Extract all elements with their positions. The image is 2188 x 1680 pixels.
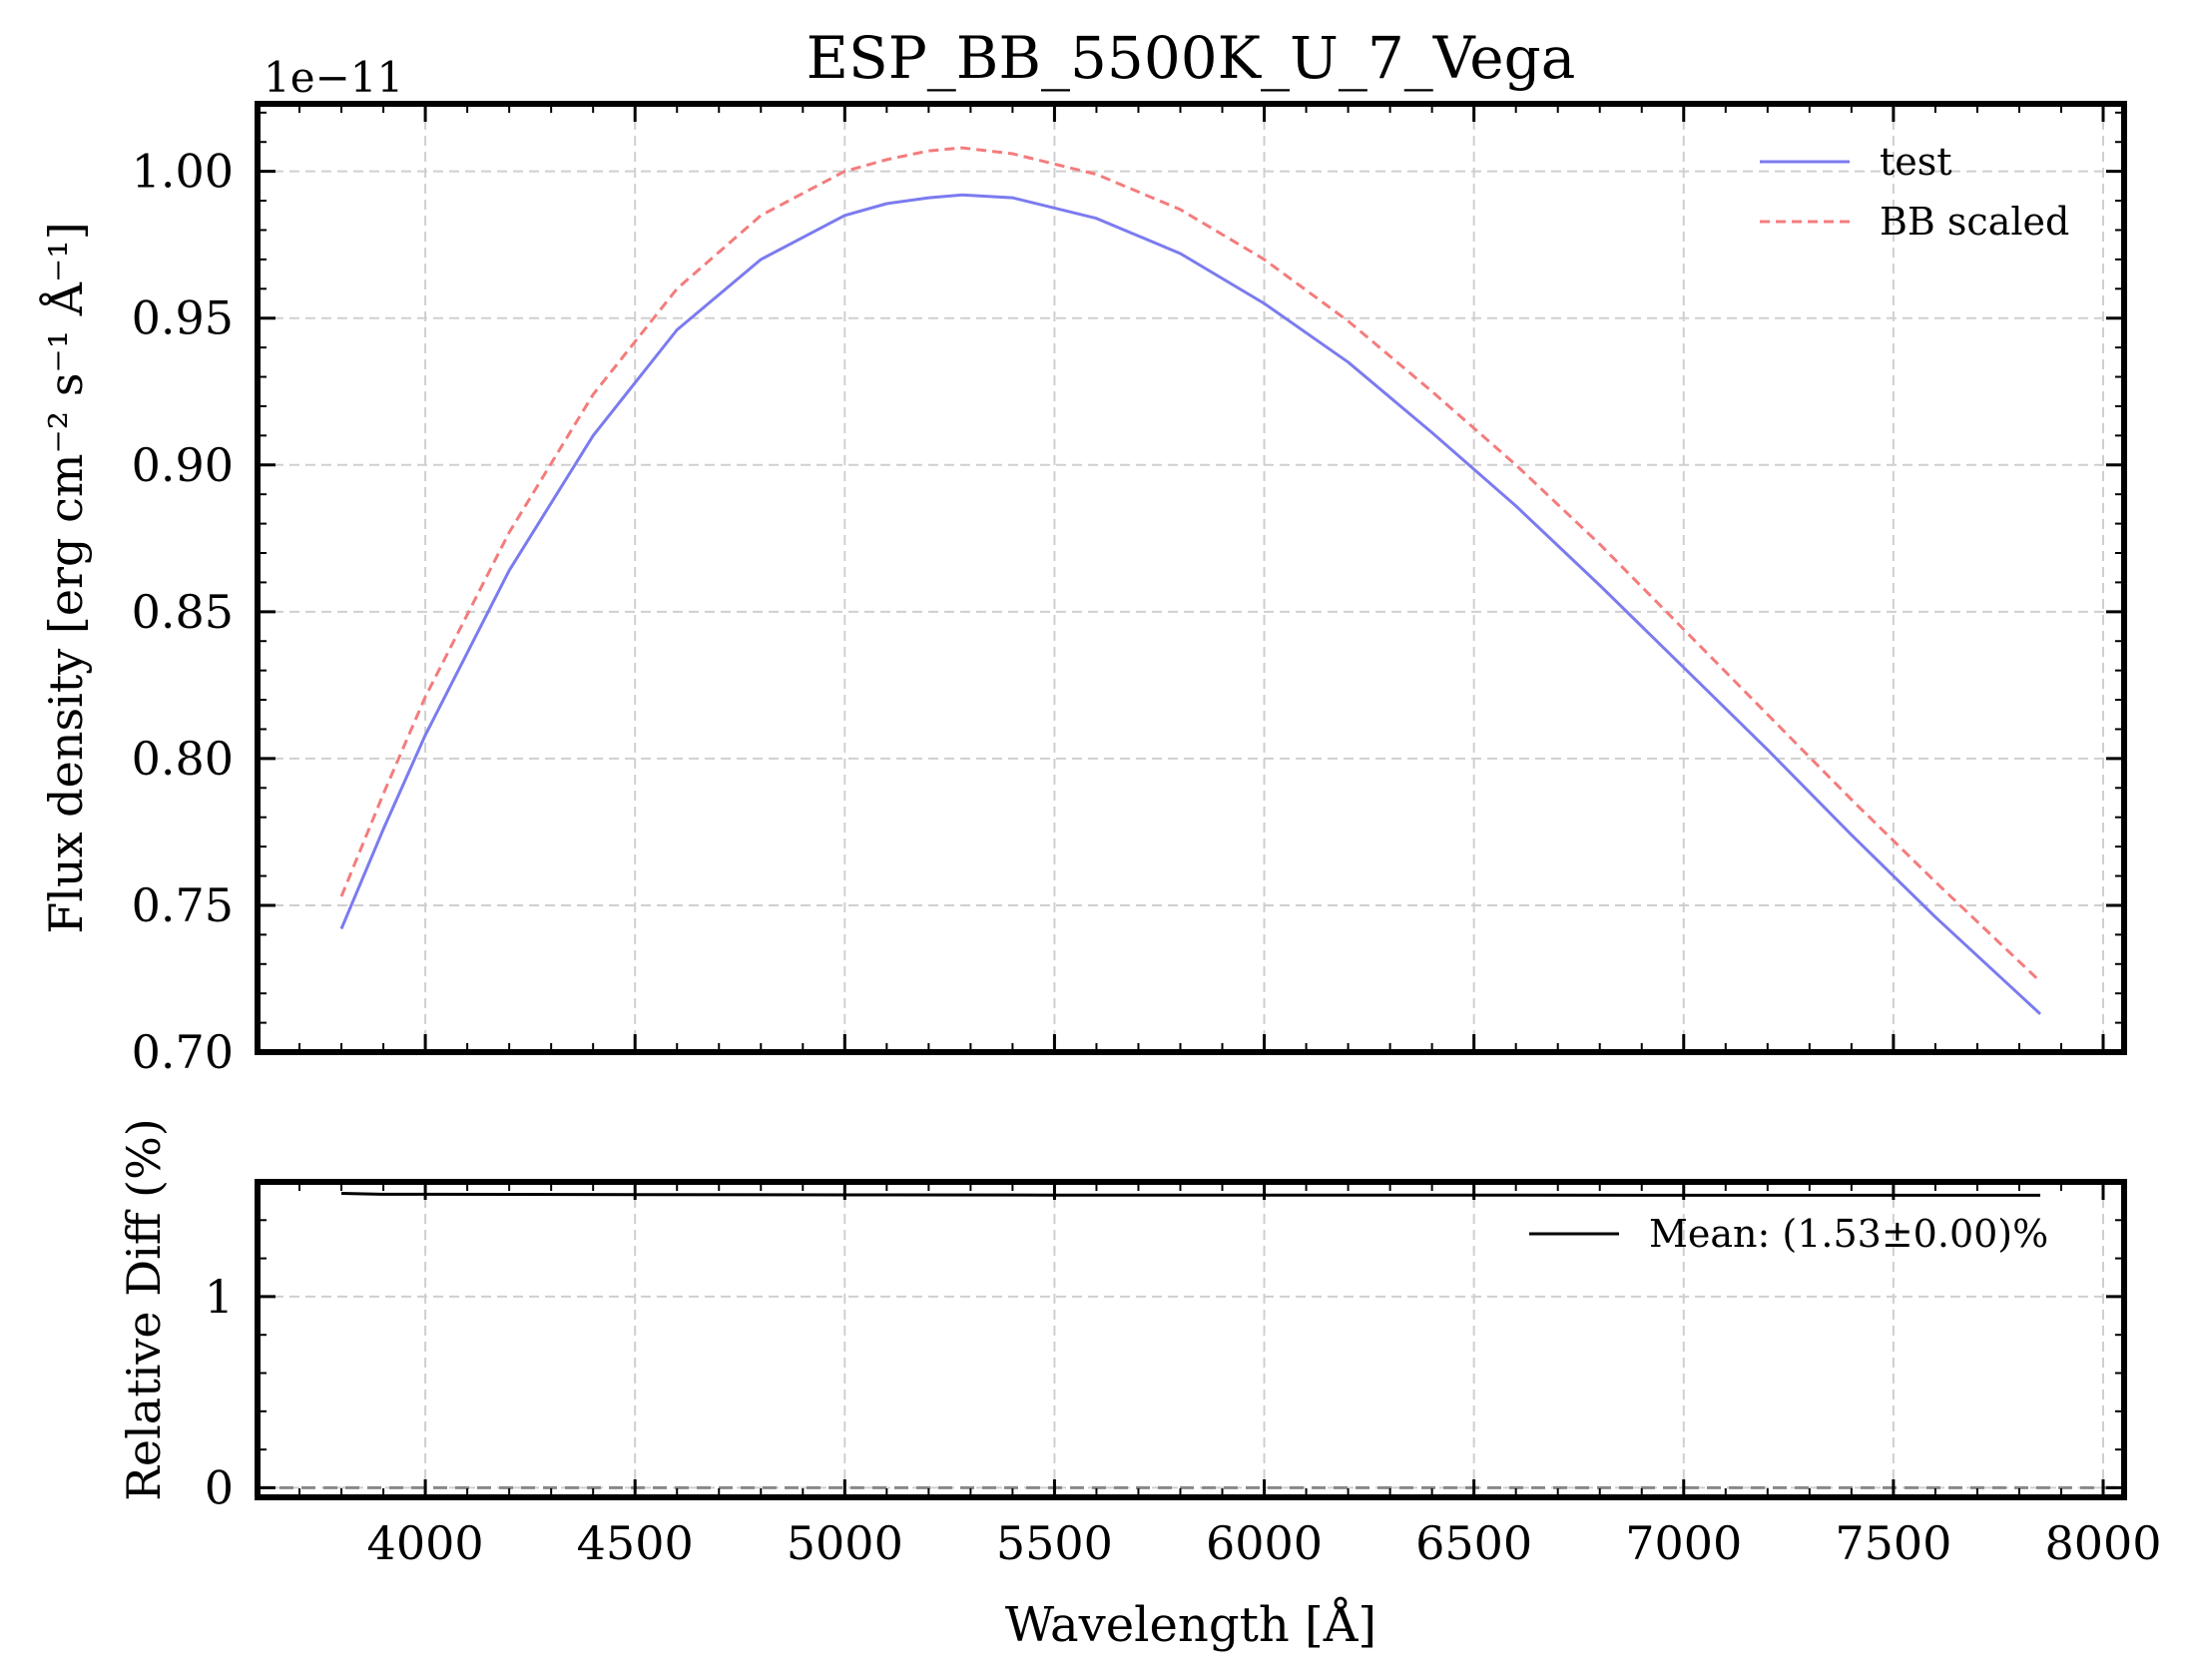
flux-plot-frame [255,101,2127,1055]
x-tick-label: 7500 [1835,1516,1951,1570]
x-tick-label: 4500 [577,1516,694,1570]
x-tick-label: 8000 [2044,1516,2161,1570]
chart-title: ESP_BB_5500K_U_7_Vega [807,24,1576,92]
y-tick-label: 0.85 [132,585,234,639]
relative-diff-panel: 4000 4500 5000 5500 6000 6500 7000 7500 8000 0 1 R… [117,1118,2162,1653]
flux-y-axis-label: Flux density [erg cm⁻² s⁻¹ Å⁻¹] [38,222,93,933]
y-tick-label: 0.95 [132,291,234,345]
x-tick-label: 5000 [787,1516,903,1570]
legend-label: Mean: (1.53±0.00)% [1649,1212,2048,1256]
series-line-mean-1-53-0-00- [340,1192,2040,1197]
x-axis-label: Wavelength [Å] [1005,1596,1376,1653]
flux-series [339,146,2042,1015]
flux-grid [258,104,2124,1053]
x-tick-label: 4000 [367,1516,484,1570]
x-tick-label: 7000 [1625,1516,1742,1570]
diff-y-axis-label: Relative Diff (%) [117,1118,171,1501]
series-line-bb-scaled [339,146,2042,983]
y-tick-label: 0 [205,1460,234,1514]
x-tick-label: 6000 [1206,1516,1323,1570]
y-tick-label: 0.80 [132,732,234,786]
series-line-test [339,193,2042,1015]
diff-legend: Mean: (1.53±0.00)% [1529,1212,2048,1256]
y-tick-label: 1 [205,1270,234,1324]
diff-plot-frame [255,1179,2127,1500]
y-offset-text: 1e−11 [264,53,403,102]
flux-legend: test BB scaled [1760,140,2069,244]
y-tick-label: 0.75 [132,878,234,932]
legend-label: test [1880,140,1952,184]
flux-panel: 0.70 0.75 0.80 0.85 0.90 0.95 1.00 ESP_BB_5500… [38,24,2127,1079]
legend-label: BB scaled [1880,200,2069,244]
y-tick-label: 1.00 [132,145,234,199]
flux-ticks: 0.70 0.75 0.80 0.85 0.90 0.95 1.00 [132,104,2124,1079]
x-tick-label: 6500 [1415,1516,1532,1570]
x-tick-label: 5500 [996,1516,1113,1570]
y-tick-label: 0.90 [132,438,234,492]
y-tick-label: 0.70 [132,1025,234,1079]
